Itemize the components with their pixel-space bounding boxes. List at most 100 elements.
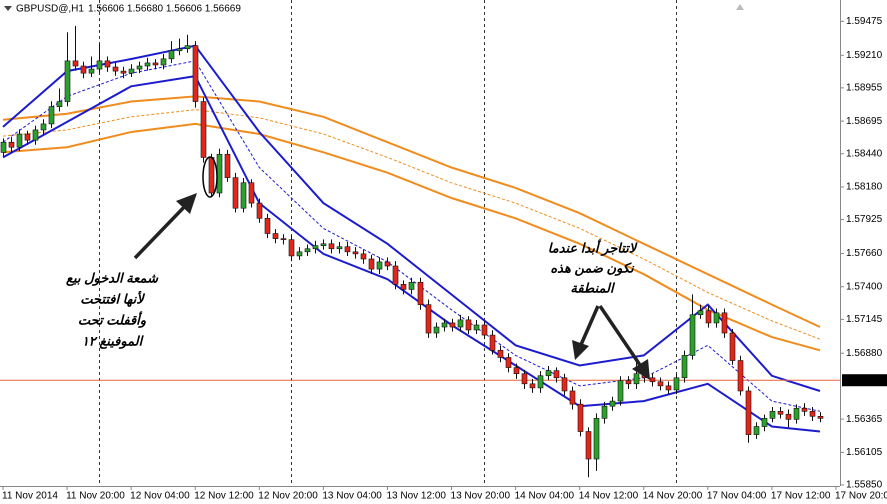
candle-body	[328, 243, 335, 250]
candle-body	[793, 407, 800, 420]
candle-body	[537, 375, 544, 389]
candle-body	[769, 411, 776, 419]
candle-body	[649, 377, 656, 383]
annotation: لأنها افتتحت	[80, 290, 145, 307]
y-tick-label: 1.55850	[846, 480, 883, 491]
arrow-head	[572, 340, 589, 360]
band-line	[2, 122, 821, 352]
y-tick-label: 1.58955	[846, 83, 883, 94]
candle-body	[673, 377, 680, 391]
quote: 1.56606 1.56680 1.56606 1.56669	[88, 4, 241, 15]
candle-body	[561, 377, 568, 392]
candle-body	[304, 248, 311, 253]
arrows	[133, 193, 650, 380]
candle-body	[433, 326, 440, 334]
candle-body	[64, 60, 71, 102]
candle-body	[577, 403, 584, 432]
candle-body	[144, 62, 151, 67]
band-line	[2, 109, 821, 340]
candle-body	[56, 101, 63, 107]
candle-body	[112, 66, 119, 72]
y-tick-label: 1.56880	[846, 348, 883, 359]
candle-body	[48, 106, 55, 125]
x-tick-label: 14 Nov 12:00	[579, 491, 639, 502]
arrow-head	[632, 359, 650, 380]
arrow-head	[176, 193, 197, 214]
candle-body	[272, 233, 279, 239]
candle-body	[489, 334, 496, 351]
price-label: 1.56669	[846, 375, 883, 386]
y-tick-label: 1.56105	[846, 447, 883, 458]
candle-body	[689, 314, 696, 356]
candle-body	[585, 431, 592, 460]
arrow	[578, 305, 600, 348]
candle-body	[505, 357, 512, 368]
y-tick-label: 1.57925	[846, 214, 883, 225]
candle-body	[160, 58, 167, 66]
candle-body	[224, 154, 231, 178]
y-tick-label: 1.59210	[846, 50, 883, 61]
candle-body	[24, 133, 31, 141]
candle-body	[376, 261, 383, 270]
candle-body	[729, 332, 736, 361]
band-line	[2, 44, 821, 392]
candle-body	[200, 101, 207, 158]
candle-body	[368, 258, 375, 270]
annotation: الموفينغ ١٢	[82, 333, 145, 349]
y-tick-label: 1.59475	[846, 16, 883, 27]
x-tick-label: 14 Nov 04:00	[515, 491, 575, 502]
x-tick-label: 17 Nov 04:00	[707, 491, 767, 502]
candle-body	[745, 390, 752, 435]
y-tick-label: 1.57660	[846, 248, 883, 259]
candle-body	[360, 253, 367, 260]
candle-body	[553, 370, 560, 379]
candle-body	[777, 411, 784, 415]
price-label-box	[842, 374, 887, 387]
candle-body	[801, 407, 808, 412]
x-tick-label: 11 Nov 2014	[2, 491, 58, 502]
x-tick-label: 13 Nov 20:00	[451, 491, 511, 502]
scroll-icon[interactable]	[736, 4, 744, 10]
arrow	[133, 201, 190, 260]
candle-body	[136, 65, 143, 70]
candle-body	[529, 383, 536, 389]
candle-body	[545, 370, 552, 377]
candle-body	[96, 60, 103, 70]
candle-body	[457, 319, 464, 328]
candle-body	[569, 390, 576, 405]
menu-icon[interactable]	[4, 6, 12, 11]
candle-body	[392, 265, 399, 285]
x-tick-label: 12 Nov 20:00	[258, 491, 318, 502]
candle-body	[465, 319, 472, 331]
candle-body	[665, 385, 672, 391]
candle-body	[384, 261, 391, 267]
x-tick-label: 13 Nov 12:00	[386, 491, 446, 502]
arrow	[598, 305, 644, 369]
candle-body	[681, 355, 688, 379]
candle-body	[617, 380, 624, 402]
candle-body	[601, 405, 608, 419]
candle-body	[761, 418, 768, 427]
candle-body	[473, 324, 480, 331]
candle-body	[481, 324, 488, 336]
candle-body	[513, 367, 520, 375]
candle-body	[593, 418, 600, 460]
candle-body	[441, 322, 448, 328]
x-tick-label: 11 Nov 20:00	[66, 491, 125, 502]
candle-body	[152, 62, 159, 66]
candle-body	[336, 246, 343, 250]
candle-body	[753, 426, 760, 435]
annotations: شمعة الدخول بيع لأنها افتتحت وأقفلت تحت الم…	[66, 238, 638, 349]
candle-body	[40, 123, 47, 131]
candle-body	[256, 202, 263, 219]
candle-body	[32, 129, 39, 141]
candle-body	[449, 322, 456, 328]
candle-body	[417, 281, 424, 305]
candle-body	[128, 68, 135, 74]
band-line	[2, 95, 821, 328]
x-tick-label: 13 Nov 04:00	[322, 491, 382, 502]
candle-body	[425, 304, 432, 334]
x-tick-label: 17 Nov 12:00	[771, 491, 831, 502]
annotation: شمعة الدخول بيع	[66, 270, 159, 286]
